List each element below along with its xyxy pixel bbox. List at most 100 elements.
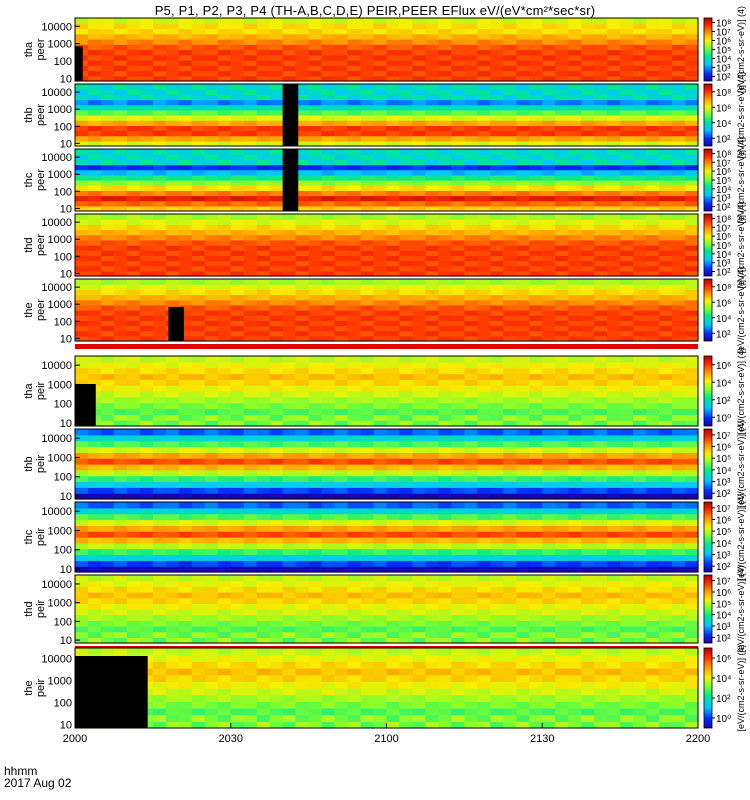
heatmap-cell [633, 234, 647, 241]
heatmap-cell [243, 39, 258, 45]
heatmap-cell [594, 94, 608, 101]
heatmap-cell [282, 219, 297, 225]
heatmap-cell [191, 620, 206, 627]
heatmap-cell [568, 94, 582, 101]
heatmap-cell [464, 154, 478, 160]
heatmap-cell [152, 115, 167, 121]
heatmap-cell [243, 631, 258, 638]
heatmap-cell [399, 115, 414, 121]
heatmap-cell [126, 402, 141, 410]
heatmap-cell [100, 294, 115, 301]
heatmap-cell [243, 315, 258, 321]
heatmap-cell [347, 104, 362, 111]
heatmap-cell [100, 224, 115, 231]
heatmap-cell [87, 575, 102, 582]
heatmap-cell [256, 115, 271, 121]
heatmap-cell [503, 294, 517, 301]
heatmap-cell [347, 548, 362, 556]
heatmap-cell [347, 23, 362, 30]
heatmap-cell [386, 420, 401, 427]
heatmap-cell [581, 299, 595, 306]
heatmap-cell [321, 229, 336, 236]
heatmap-cell [685, 180, 699, 186]
heatmap-cell [477, 420, 491, 427]
heatmap-cell [308, 229, 323, 236]
heatmap-cell [516, 104, 530, 111]
heatmap-cell [126, 180, 141, 186]
heatmap-cell [75, 487, 89, 494]
heatmap-cell [646, 180, 660, 186]
heatmap-cell [516, 270, 530, 277]
heatmap-cell [594, 525, 608, 532]
heatmap-cell [685, 458, 699, 465]
heatmap-cell [152, 174, 167, 181]
heatmap-cell [256, 190, 271, 197]
heatmap-cell [295, 44, 310, 51]
heatmap-cell [672, 315, 686, 321]
heatmap-cell [295, 330, 310, 337]
heatmap-cell [373, 214, 388, 220]
heatmap-cell [542, 493, 556, 500]
colorbar-tick-label: 10⁷ [716, 158, 731, 169]
panel-frame [74, 148, 699, 212]
heatmap-cell [516, 89, 530, 95]
heatmap-cell [191, 49, 206, 56]
heatmap-cell [191, 135, 206, 142]
heatmap-cell [139, 452, 154, 459]
heatmap-cell [321, 135, 336, 142]
heatmap-cell [633, 250, 647, 256]
heatmap-cell [347, 125, 362, 132]
heatmap-cell [685, 294, 699, 301]
heatmap-cell [282, 379, 297, 386]
heatmap-cell [217, 54, 232, 61]
heatmap-cell [386, 289, 401, 296]
heatmap-cell [295, 94, 310, 101]
heatmap-cell [230, 115, 245, 121]
heatmap-cell [373, 469, 388, 477]
heatmap-cell [373, 185, 388, 191]
heatmap-cell [555, 420, 569, 427]
heatmap-cell [568, 325, 582, 332]
heatmap-cell [152, 429, 167, 436]
heatmap-cell [555, 120, 569, 126]
heatmap-cell [334, 255, 349, 262]
heatmap-cell [87, 487, 102, 494]
heatmap-cell [568, 320, 582, 327]
heatmap-cell [87, 260, 102, 267]
heatmap-cell [672, 75, 686, 82]
heatmap-cell [503, 531, 517, 538]
heatmap-cell [126, 525, 141, 532]
heatmap-cell [334, 391, 349, 398]
heatmap-cell [113, 255, 128, 262]
heatmap-cell [516, 23, 530, 30]
heatmap-cell [308, 255, 323, 262]
heatmap-cell [438, 420, 452, 427]
heatmap-cell [334, 396, 349, 404]
heatmap-cell [659, 60, 673, 66]
heatmap-cell [87, 537, 102, 544]
heatmap-cell [633, 502, 647, 509]
heatmap-cell [685, 408, 699, 415]
heatmap-cell [490, 265, 504, 272]
heatmap-cell [399, 284, 414, 290]
heatmap-cell [75, 115, 89, 121]
heatmap-cell [243, 402, 258, 410]
panel-frame [74, 355, 699, 427]
heatmap-cell [308, 464, 323, 471]
heatmap-cell [386, 356, 401, 363]
heatmap-cell [282, 361, 297, 369]
heatmap-cell [113, 502, 128, 509]
heatmap-cell [399, 502, 414, 509]
heatmap-cell [360, 135, 375, 142]
heatmap-cell [87, 464, 102, 471]
heatmap-cell [685, 469, 699, 477]
heatmap-cell [672, 402, 686, 410]
heatmap-cell [178, 548, 193, 556]
heatmap-cell [659, 502, 673, 509]
heatmap-cell [386, 130, 401, 137]
heatmap-cell [126, 620, 141, 627]
heatmap-cell [204, 310, 219, 316]
heatmap-cell [503, 28, 517, 35]
heatmap-cell [516, 140, 530, 147]
heatmap-cell [672, 481, 686, 488]
